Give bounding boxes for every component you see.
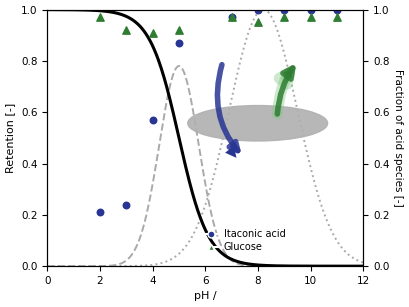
Point xyxy=(228,15,235,20)
Point xyxy=(176,28,182,33)
Point xyxy=(97,15,103,20)
X-axis label: pH /: pH / xyxy=(194,291,217,301)
Point xyxy=(334,7,340,12)
Point xyxy=(281,7,288,12)
Point xyxy=(149,30,156,35)
Y-axis label: Retention [-]: Retention [-] xyxy=(6,103,16,173)
Ellipse shape xyxy=(188,106,328,141)
Point xyxy=(149,118,156,122)
Point xyxy=(255,7,261,12)
Point xyxy=(97,210,103,215)
Point xyxy=(281,15,288,20)
Point xyxy=(334,15,340,20)
Point xyxy=(228,15,235,20)
Point xyxy=(308,7,314,12)
FancyArrowPatch shape xyxy=(277,68,293,114)
Point xyxy=(176,41,182,45)
Legend: Itaconic acid, Glucose: Itaconic acid, Glucose xyxy=(197,225,289,256)
Point xyxy=(123,28,130,33)
FancyArrowPatch shape xyxy=(218,65,238,151)
Y-axis label: Fraction of acid species [-]: Fraction of acid species [-] xyxy=(393,69,403,207)
Point xyxy=(255,20,261,25)
Point xyxy=(123,202,130,207)
FancyArrowPatch shape xyxy=(277,73,289,114)
Point xyxy=(308,15,314,20)
